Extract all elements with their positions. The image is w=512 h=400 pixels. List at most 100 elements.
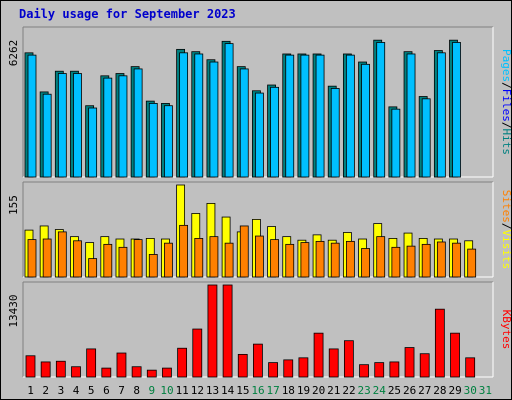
bar-sites: [27, 239, 37, 278]
bar-pages: [300, 54, 310, 178]
bar-kbytes: [162, 367, 172, 378]
bar-sites: [300, 242, 310, 278]
bar-sites: [391, 246, 401, 278]
bar-pages: [88, 107, 98, 178]
bar-pages: [255, 92, 264, 178]
bar-pages: [285, 54, 295, 178]
bar-kbytes: [86, 348, 97, 378]
chart-title: Daily usage for September 2023: [19, 7, 236, 21]
bar-pages: [315, 54, 325, 178]
bar-kbytes: [101, 367, 112, 378]
legend-top: Pages/Files/Hits: [500, 49, 511, 155]
bar-pages: [270, 86, 279, 178]
bar-kbytes: [283, 359, 294, 378]
day-label: 26: [403, 384, 416, 397]
bar-sites: [255, 235, 264, 278]
bar-sites: [209, 236, 219, 278]
bar-sites: [239, 225, 249, 278]
bar-kbytes: [177, 347, 188, 378]
legend-sites: Sites: [500, 190, 511, 223]
bar-kbytes: [253, 343, 263, 378]
bar-kbytes: [237, 353, 248, 378]
bar-sites: [42, 238, 52, 278]
bar-pages: [452, 42, 461, 178]
y-max-label-bottom: 13430: [7, 294, 20, 327]
bar-kbytes: [298, 357, 309, 378]
bar-kbytes: [465, 357, 476, 378]
day-label: 23: [358, 384, 371, 397]
legend-separator: /: [500, 223, 511, 230]
day-label: 5: [88, 384, 95, 397]
bar-pages: [406, 53, 416, 178]
day-label: 21: [327, 384, 340, 397]
bar-kbytes: [192, 328, 203, 378]
day-label: 30: [464, 384, 477, 397]
bar-sites: [194, 238, 204, 278]
legend-files: Files: [500, 89, 511, 122]
day-label: 31: [479, 384, 492, 397]
day-label: 17: [267, 384, 280, 397]
bar-kbytes: [131, 366, 142, 378]
legend-pages: Pages: [500, 49, 511, 82]
day-label: 2: [42, 384, 49, 397]
day-label: 15: [236, 384, 249, 397]
bar-pages: [27, 54, 37, 178]
legend-hits: Hits: [500, 129, 511, 156]
day-label: 24: [373, 384, 387, 397]
day-label: 27: [418, 384, 431, 397]
legend-separator: /: [500, 122, 511, 129]
bar-kbytes: [55, 360, 66, 378]
day-label: 29: [448, 384, 461, 397]
bar-pages: [42, 93, 52, 178]
bar-pages: [224, 43, 234, 178]
bar-pages: [164, 105, 173, 178]
bar-kbytes: [116, 352, 127, 378]
bar-pages: [179, 52, 189, 178]
bar-kbytes: [222, 284, 233, 378]
bar-sites: [164, 242, 173, 278]
day-label: 3: [58, 384, 65, 397]
bar-sites: [88, 258, 98, 278]
bar-pages: [330, 88, 340, 178]
day-label: 12: [191, 384, 204, 397]
bar-pages: [239, 68, 249, 178]
day-label: 8: [133, 384, 140, 397]
day-label: 7: [118, 384, 125, 397]
bar-sites: [270, 239, 279, 278]
day-label: 1: [27, 384, 34, 397]
bar-sites: [57, 231, 67, 278]
bar-pages: [148, 103, 158, 178]
bar-sites: [376, 236, 386, 278]
bar-kbytes: [343, 340, 354, 378]
bar-pages: [133, 68, 143, 178]
legend-kbytes: KBytes: [500, 310, 511, 350]
bar-sites: [118, 246, 128, 278]
bar-pages: [361, 63, 370, 178]
bar-sites: [73, 240, 82, 278]
bar-pages: [73, 73, 82, 178]
bar-sites: [406, 245, 416, 278]
day-label: 19: [297, 384, 310, 397]
bar-sites: [224, 242, 234, 278]
bar-kbytes: [25, 355, 36, 378]
bar-kbytes: [268, 362, 278, 378]
bar-pages: [376, 42, 386, 178]
bar-kbytes: [146, 369, 157, 378]
bar-pages: [436, 52, 446, 178]
legend-separator: /: [500, 82, 511, 89]
bar-pages: [345, 54, 355, 178]
day-label: 28: [433, 384, 446, 397]
bar-kbytes: [207, 284, 218, 378]
bar-pages: [118, 75, 128, 178]
bar-kbytes: [40, 361, 51, 378]
bar-kbytes: [313, 332, 324, 378]
y-max-label-top: 6262: [7, 40, 20, 67]
bar-sites: [285, 243, 295, 278]
bar-pages: [194, 53, 204, 178]
day-label: 13: [206, 384, 219, 397]
bar-sites: [421, 243, 431, 278]
bar-sites: [103, 243, 113, 278]
bar-sites: [452, 242, 461, 278]
